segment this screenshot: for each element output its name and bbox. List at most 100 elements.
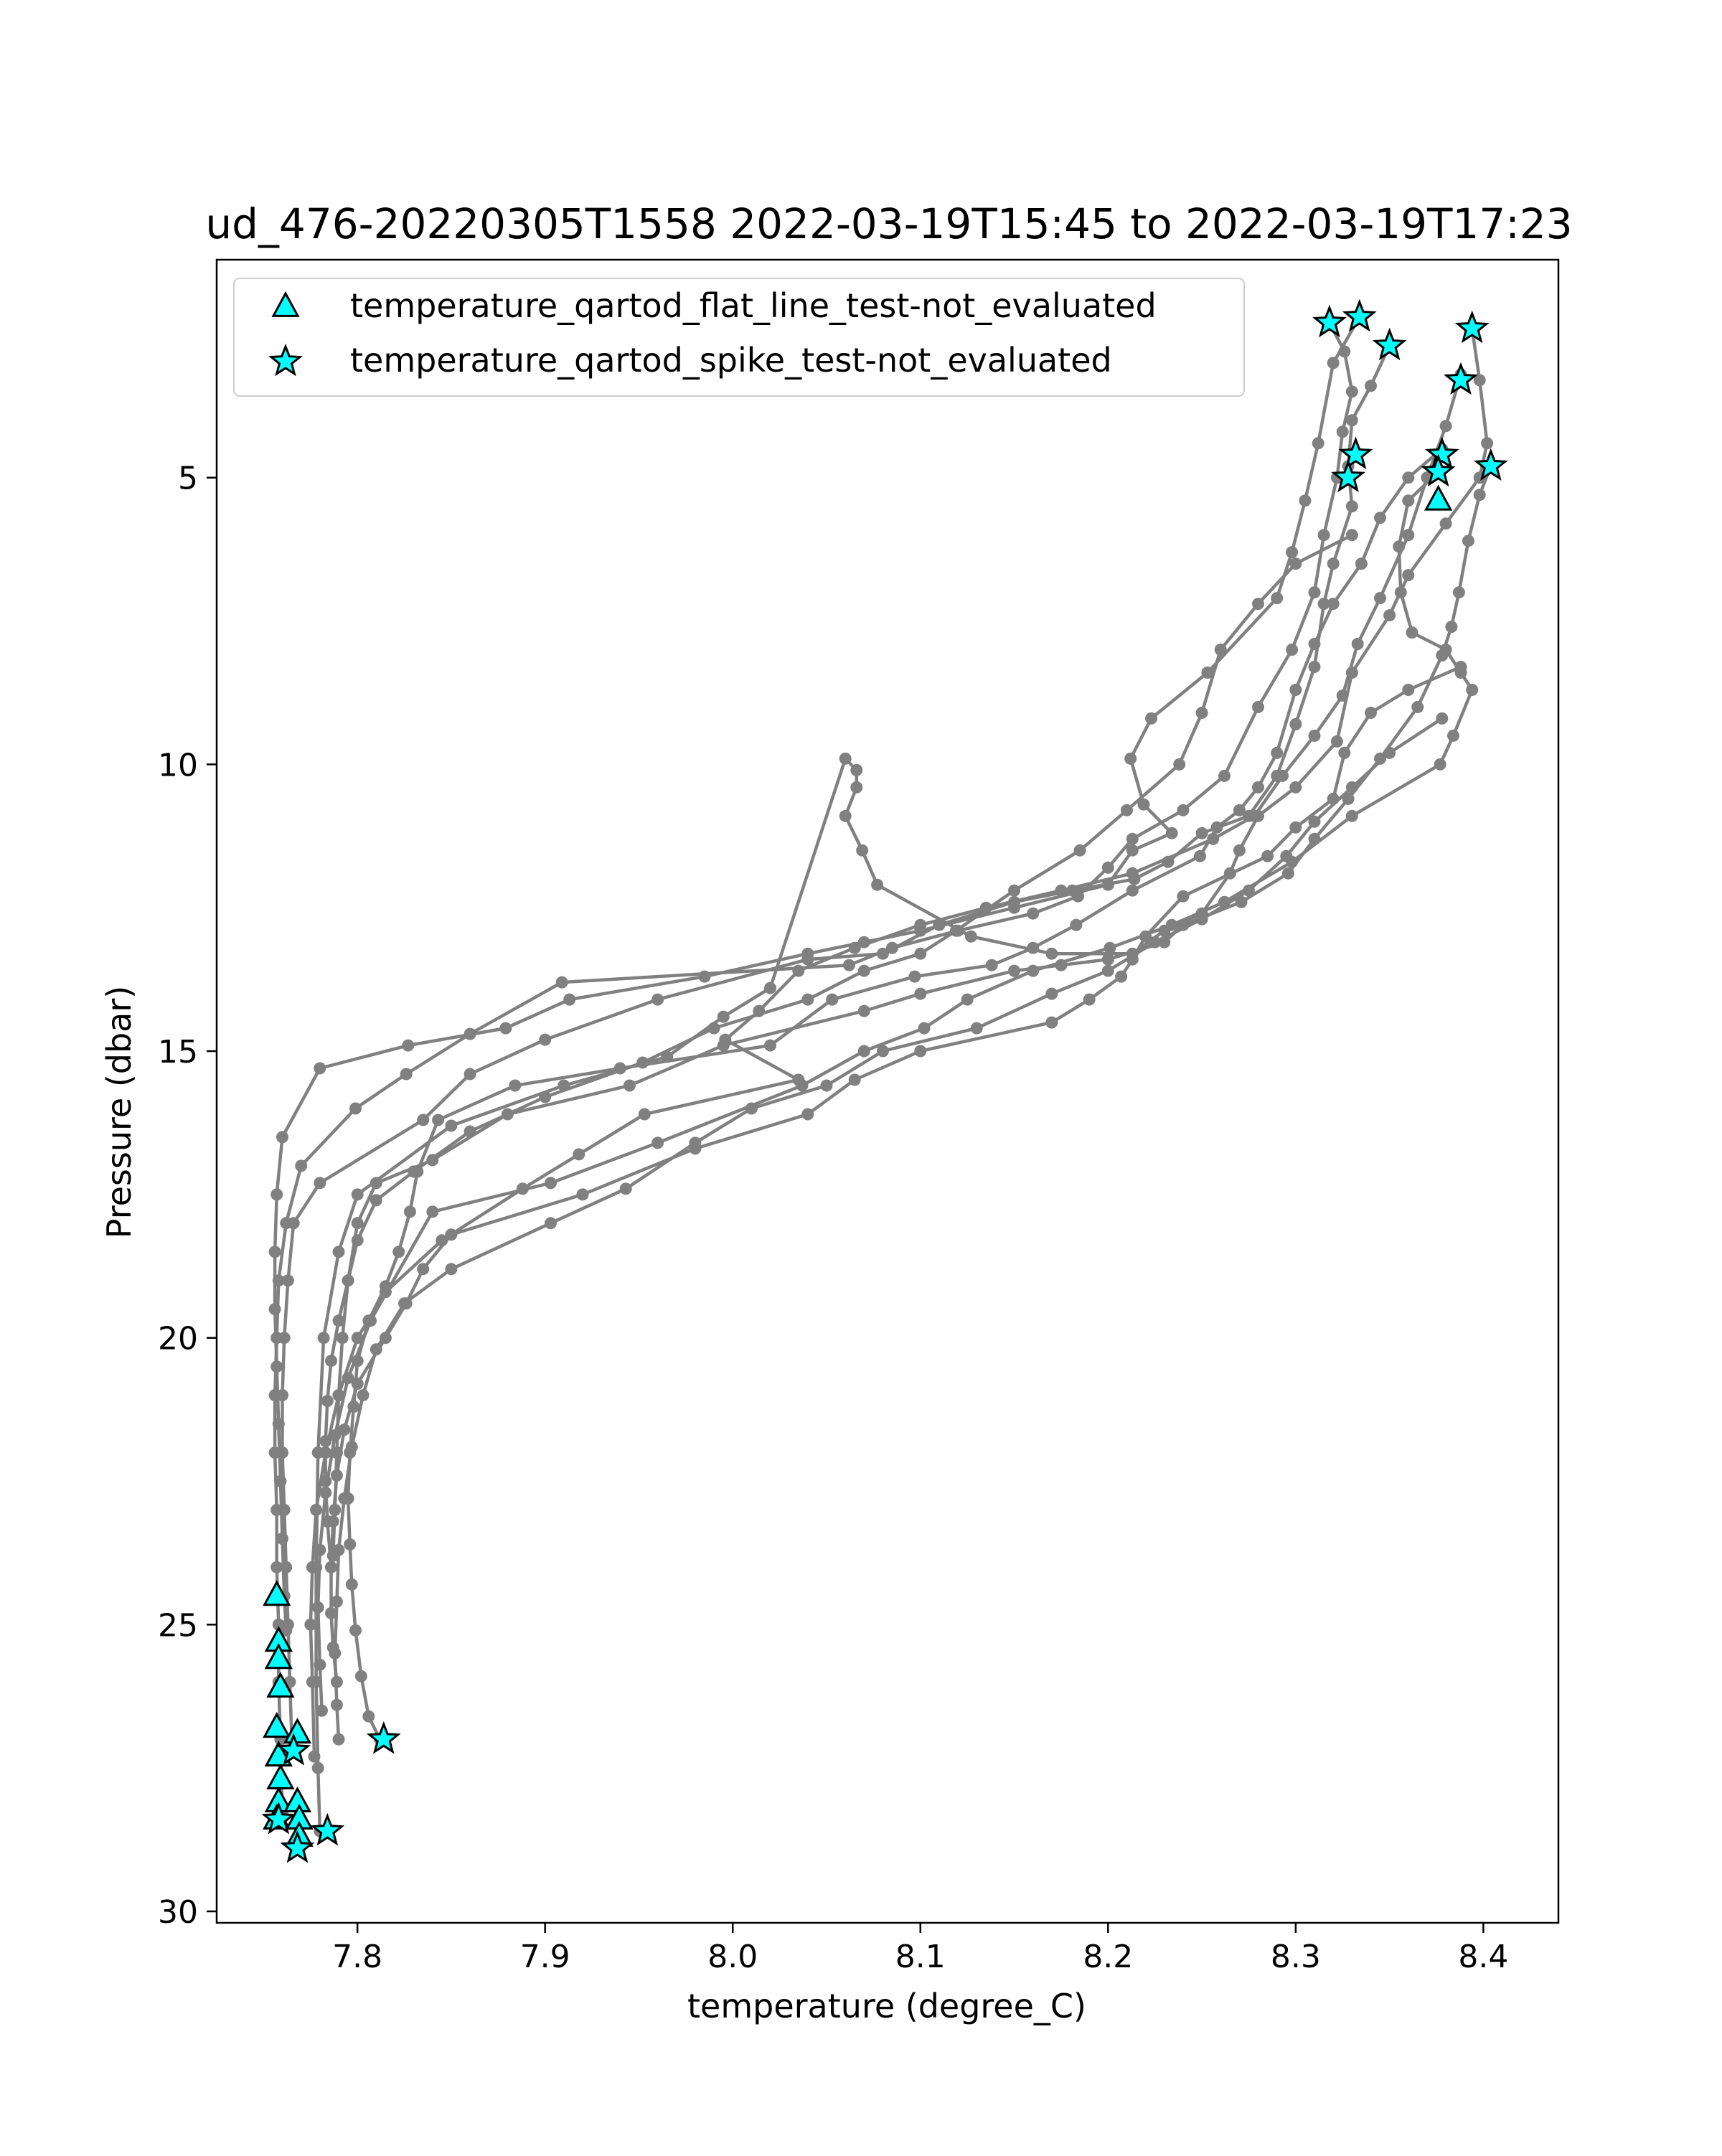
x-axis-label: temperature (degree_C) (687, 1987, 1086, 2025)
profile-point (1126, 884, 1139, 897)
profile-point (792, 964, 805, 977)
profile-point (1289, 781, 1302, 794)
profile-point (392, 1246, 405, 1258)
profile-point (270, 1560, 283, 1573)
profile-point (1454, 661, 1467, 673)
profile-point (914, 987, 927, 1000)
profile-point (403, 1205, 416, 1218)
profile-point (651, 1136, 664, 1149)
profile-point (563, 993, 576, 1006)
profile-point (330, 1698, 343, 1711)
profile-point (499, 1022, 512, 1035)
profile-point (857, 964, 870, 977)
profile-point (1149, 936, 1162, 948)
profile-point (317, 1332, 330, 1345)
profile-point (351, 1217, 364, 1230)
profile-point (311, 1761, 324, 1774)
profile-point (464, 1125, 476, 1138)
profile-point (370, 1177, 382, 1190)
profile-point (276, 1389, 288, 1402)
legend-label-spike: temperature_qartod_spike_test-not_evalua… (350, 341, 1112, 380)
profile-point (1027, 941, 1040, 954)
spike-flag-marker (310, 1812, 345, 1846)
profile-point (1336, 689, 1349, 702)
spike-flag-marker (1473, 448, 1508, 481)
profile-point (1214, 644, 1227, 656)
profile-point (573, 1148, 585, 1161)
spike-flag-marker (1454, 310, 1490, 344)
profile-point (1195, 913, 1208, 926)
flat-line-flag-marker (1424, 484, 1453, 511)
profile-point (316, 1704, 328, 1717)
profile-point (1045, 947, 1058, 960)
chart-title: ud_476-20220305T1558 2022-03-19T15:45 to… (205, 199, 1572, 248)
profile-point (417, 1263, 430, 1276)
x-tick-label: 7.8 (332, 1939, 382, 1975)
profile-point (325, 1355, 337, 1367)
profile-point (306, 1675, 319, 1688)
profile-point (278, 1504, 291, 1516)
spike-flag-marker (1444, 362, 1478, 395)
profile-point (539, 1033, 552, 1046)
axis-ticks: 7.8 7.9 8.0 8.1 8.2 8.3 8.4 5 10 15 20 25 30 (158, 461, 1508, 1975)
profile-point (545, 1217, 557, 1230)
profile-point (1439, 420, 1452, 433)
profile-point (914, 1045, 927, 1058)
profile-point (1327, 598, 1340, 611)
profile-point (351, 1332, 364, 1345)
profile-point (1308, 815, 1321, 828)
flat-line-flag-marker (264, 1643, 293, 1670)
x-tick-label: 7.9 (520, 1939, 570, 1975)
profile-point (961, 993, 974, 1006)
profile-point (1101, 861, 1114, 874)
profile-point (336, 1332, 349, 1345)
profile-point (426, 1205, 439, 1218)
profile-point (1271, 592, 1284, 605)
profile-point (1402, 494, 1415, 507)
profile-point (539, 1091, 552, 1103)
profile-point (857, 1045, 870, 1058)
profile-point (1355, 557, 1368, 570)
spike-flag-marker (1372, 327, 1407, 361)
y-tick-label: 20 (158, 1321, 198, 1357)
profile-point (1126, 832, 1139, 845)
profile-point (1308, 729, 1321, 742)
legend-marker-spike (268, 343, 303, 377)
profile-point (1289, 557, 1302, 570)
profile-point (362, 1710, 375, 1723)
profile-point (801, 1108, 814, 1121)
profile-point (1394, 586, 1407, 599)
profile-point (689, 1136, 702, 1149)
profile-point (1327, 557, 1340, 570)
flat-line-flag-marker (263, 1580, 291, 1606)
profile-point (432, 1114, 445, 1126)
profile-point (717, 1010, 730, 1023)
profile-point (308, 1750, 321, 1763)
profile-point (349, 1624, 362, 1637)
profile-point (370, 1194, 382, 1207)
profile-point (270, 1360, 283, 1373)
spike-flag-marker (1342, 298, 1377, 332)
legend-triangle-marker (271, 291, 300, 317)
profile-point (1327, 357, 1340, 369)
profile-point (1462, 535, 1474, 547)
profile-point (325, 1560, 337, 1573)
profile-point (349, 1102, 362, 1115)
spike-flag-marker (276, 1733, 311, 1766)
profile-point (1365, 380, 1377, 392)
profile-point (1073, 844, 1086, 857)
profile-point (764, 1039, 776, 1052)
profile-point (848, 1073, 861, 1086)
profile-point (826, 993, 839, 1006)
profile-point (408, 1165, 420, 1178)
profile-point (1201, 667, 1214, 679)
flat-line-flag-marker (266, 1672, 295, 1698)
spike-flag-marker (366, 1721, 401, 1754)
legend-box (233, 278, 1245, 397)
profile-point (1104, 941, 1116, 954)
profile-point (1271, 746, 1284, 759)
profile-point (801, 993, 814, 1006)
profile-point (801, 953, 814, 966)
profile-point (619, 1182, 632, 1195)
profile-point (970, 1022, 983, 1035)
